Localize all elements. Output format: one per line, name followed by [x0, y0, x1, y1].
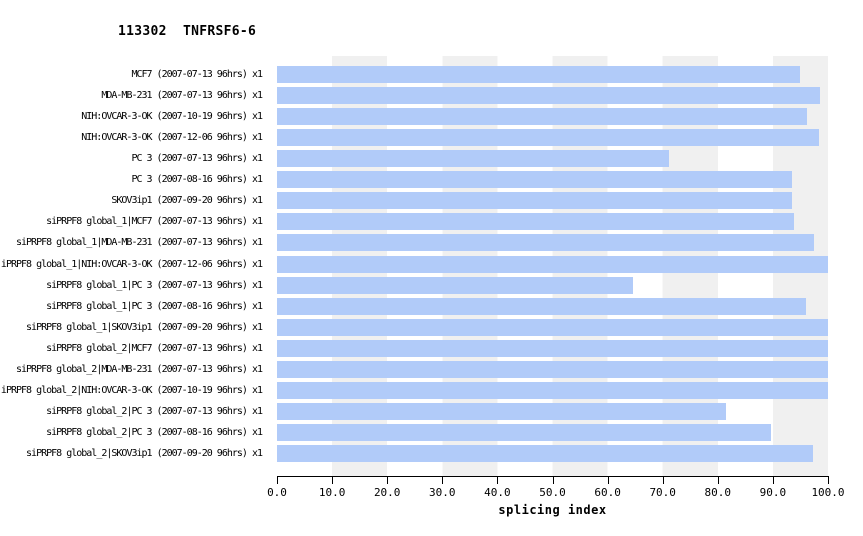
bar [277, 339, 828, 357]
bar [277, 276, 634, 294]
bar [277, 424, 771, 442]
x-axis-tick-label: 100.0 [811, 486, 845, 499]
row-label: siPRPF8 global_2|PC 3 (2007-07-13 96hrs)… [46, 405, 263, 417]
x-axis-tick [442, 477, 444, 484]
bar [277, 108, 808, 126]
bar [277, 318, 828, 336]
x-axis-tick [828, 477, 829, 484]
row-label: MDA-MB-231 (2007-07-13 96hrs) x1 [101, 90, 263, 102]
bar [277, 129, 820, 147]
bar [277, 234, 815, 252]
row-label: siPRPF8 global_2|MCF7 (2007-07-13 96hrs)… [46, 342, 263, 354]
row-label: siPRPF8 global_1|PC 3 (2007-08-16 96hrs)… [46, 300, 263, 312]
x-axis-tick [607, 477, 609, 484]
bar [277, 213, 794, 231]
row-label: siPRPF8 global_2|PC 3 (2007-08-16 96hrs)… [46, 427, 263, 439]
row-label: siPRPF8 global_1|PC 3 (2007-07-13 96hrs)… [46, 279, 263, 291]
x-axis-tick-label: 80.0 [704, 486, 732, 499]
row-label: PC 3 (2007-08-16 96hrs) x1 [131, 174, 263, 186]
x-axis-tick [497, 477, 499, 484]
row-label: siPRPF8 global_2|MDA-MB-231 (2007-07-13 … [15, 363, 263, 375]
x-axis-title: splicing index [498, 503, 607, 517]
row-label: iPRPF8 global_2|NIH:OVCAR-3-OK (2007-10-… [0, 384, 263, 396]
x-axis-tick [772, 477, 774, 484]
bar [277, 192, 793, 210]
x-axis-tick-label: 10.0 [318, 486, 346, 499]
x-axis-tick-label: 50.0 [539, 486, 566, 499]
bar [277, 66, 800, 83]
row-label: NIH:OVCAR-3-OK (2007-12-06 96hrs) x1 [81, 132, 263, 144]
bar [277, 150, 669, 168]
x-axis-tick-label: 30.0 [429, 486, 456, 499]
row-label: siPRPF8 global_2|SKOV3ip1 (2007-09-20 96… [26, 448, 263, 460]
row-label: siPRPF8 global_1|MCF7 (2007-07-13 96hrs)… [46, 216, 263, 228]
x-axis-tick-label: 60.0 [594, 486, 621, 499]
x-axis-tick-label: 40.0 [484, 486, 511, 499]
bar [277, 171, 793, 189]
row-label: iPRPF8 global_1|NIH:OVCAR-3-OK (2007-12-… [0, 258, 263, 270]
row-label: siPRPF8 global_1|MDA-MB-231 (2007-07-13 … [15, 237, 263, 249]
x-axis-tick [662, 477, 664, 484]
bar [277, 445, 814, 463]
row-label: siPRPF8 global_1|SKOV3ip1 (2007-09-20 96… [26, 321, 263, 333]
row-label: SKOV3ip1 (2007-09-20 96hrs) x1 [111, 195, 263, 207]
bar [277, 297, 806, 315]
bar [277, 402, 727, 420]
bar [277, 255, 828, 273]
bar [277, 87, 820, 105]
bar [277, 360, 828, 378]
row-label: NIH:OVCAR-3-OK (2007-10-19 96hrs) x1 [81, 111, 263, 123]
x-axis-tick-label: 20.0 [373, 486, 401, 499]
x-axis-tick-label: 0.0 [267, 486, 287, 499]
bar [277, 381, 828, 399]
x-axis-tick-label: 70.0 [649, 486, 676, 499]
row-label: MCF7 (2007-07-13 96hrs) x1 [131, 69, 263, 80]
x-axis-tick [332, 477, 334, 484]
x-axis-line [277, 476, 829, 477]
x-axis-tick [387, 477, 389, 484]
row-label: PC 3 (2007-07-13 96hrs) x1 [131, 153, 263, 165]
x-axis-tick [717, 477, 719, 484]
chart-title: 113302 TNFRSF6-6 [118, 24, 257, 39]
x-axis-tick [277, 477, 278, 484]
x-axis-tick-label: 90.0 [759, 486, 787, 499]
x-axis-tick [552, 477, 554, 484]
